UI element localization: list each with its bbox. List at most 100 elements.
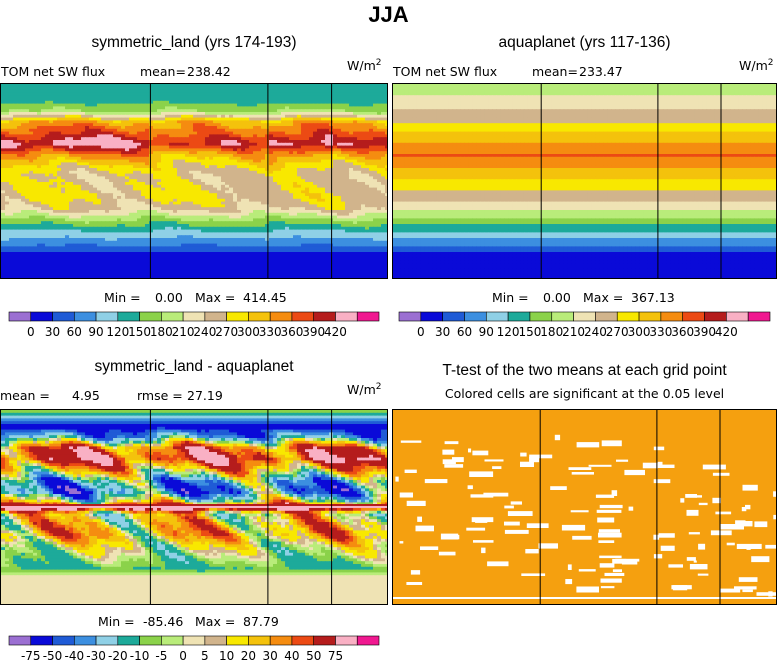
heatmap-cell <box>69 109 74 113</box>
heatmap-cell <box>373 128 378 133</box>
heatmap-cell <box>41 151 46 155</box>
heatmap-cell <box>189 207 194 211</box>
heatmap-cell <box>309 210 314 214</box>
heatmap-cell <box>313 126 318 130</box>
heatmap-cell <box>301 145 306 149</box>
heatmap-cell <box>57 120 62 124</box>
heatmap-cell <box>245 190 250 194</box>
heatmap-cell <box>285 95 290 99</box>
heatmap-cell <box>173 92 178 96</box>
heatmap-cell <box>313 187 318 191</box>
heatmap-cell <box>257 112 262 116</box>
heatmap-cell <box>129 92 134 96</box>
heatmap-cell <box>385 92 387 96</box>
heatmap-cell <box>357 142 362 147</box>
heatmap-cell <box>73 145 78 149</box>
heatmap-cell <box>121 204 126 208</box>
heatmap-cell <box>229 92 234 96</box>
heatmap-cell <box>257 176 262 180</box>
heatmap-cell <box>309 162 314 166</box>
heatmap-cell <box>49 109 54 113</box>
heatmap-cell <box>189 179 194 183</box>
heatmap-cell <box>209 126 214 130</box>
heatmap-cell <box>133 112 138 116</box>
heatmap-cell <box>225 198 230 203</box>
heatmap-cell <box>37 218 42 222</box>
heatmap-cell <box>361 184 366 189</box>
heatmap-cell <box>197 142 202 147</box>
heatmap-cell <box>365 168 370 172</box>
heatmap-cell <box>121 148 126 152</box>
heatmap-cell <box>73 184 78 189</box>
heatmap-cell <box>89 114 94 119</box>
heatmap-cell <box>349 204 354 208</box>
heatmap-cell <box>365 156 370 161</box>
heatmap-cell <box>13 140 18 144</box>
heatmap-cell <box>269 109 274 113</box>
heatmap-cell <box>89 117 94 121</box>
heatmap-cell <box>229 95 234 99</box>
heatmap-cell <box>105 176 110 180</box>
heatmap-cell <box>61 126 66 130</box>
heatmap-cell <box>289 196 294 200</box>
heatmap-cell <box>1 140 6 144</box>
heatmap-cell <box>325 196 330 200</box>
heatmap-cell <box>229 196 234 200</box>
heatmap-cell <box>277 123 282 127</box>
heatmap-cell <box>57 95 62 99</box>
heatmap-cell <box>253 126 258 130</box>
heatmap-cell <box>241 154 246 158</box>
heatmap-cell <box>301 117 306 121</box>
heatmap-cell <box>85 198 90 203</box>
heatmap-cell <box>333 173 338 177</box>
heatmap-cell <box>265 168 270 172</box>
heatmap-cell <box>253 159 258 163</box>
heatmap-cell <box>137 103 142 107</box>
heatmap-cell <box>145 106 150 110</box>
heatmap-cell <box>325 114 330 119</box>
heatmap-cell <box>49 201 54 205</box>
heatmap-cell <box>13 98 18 102</box>
heatmap-cell <box>73 134 78 138</box>
heatmap-cell <box>161 184 166 189</box>
heatmap-cell <box>101 184 106 189</box>
heatmap-cell <box>209 198 214 203</box>
heatmap-cell <box>145 89 150 93</box>
heatmap-cell <box>193 100 198 105</box>
heatmap-cell <box>37 221 42 225</box>
heatmap-cell <box>269 114 274 119</box>
heatmap-cell <box>77 215 82 219</box>
heatmap-cell <box>137 218 142 222</box>
heatmap-cell <box>149 137 154 141</box>
heatmap-cell <box>225 170 230 175</box>
heatmap-cell <box>5 218 10 222</box>
heatmap-cell <box>141 114 146 119</box>
heatmap-cell <box>337 168 342 172</box>
heatmap-cell <box>373 117 378 121</box>
heatmap-cell <box>205 196 210 200</box>
heatmap-cell <box>65 131 70 135</box>
heatmap-cell <box>261 193 266 197</box>
heatmap-cell <box>5 154 10 158</box>
heatmap-cell <box>141 131 146 135</box>
heatmap-cell <box>1 126 6 130</box>
heatmap-cell <box>321 204 326 208</box>
heatmap-cell <box>305 120 310 124</box>
heatmap-cell <box>185 221 190 225</box>
heatmap-cell <box>333 212 338 217</box>
heatmap-cell <box>289 165 294 169</box>
heatmap-cell <box>345 86 350 91</box>
heatmap-cell <box>385 187 387 191</box>
heatmap-cell <box>317 151 322 155</box>
heatmap-cell <box>177 179 182 183</box>
heatmap-cell <box>145 179 150 183</box>
heatmap-cell <box>269 198 274 203</box>
heatmap-cell <box>205 184 210 189</box>
heatmap-cell <box>337 154 342 158</box>
heatmap-cell <box>97 187 102 191</box>
heatmap-cell <box>273 103 278 107</box>
heatmap-cell <box>349 131 354 135</box>
heatmap-cell <box>249 168 254 172</box>
heatmap-cell <box>153 184 158 189</box>
heatmap-cell <box>133 131 138 135</box>
